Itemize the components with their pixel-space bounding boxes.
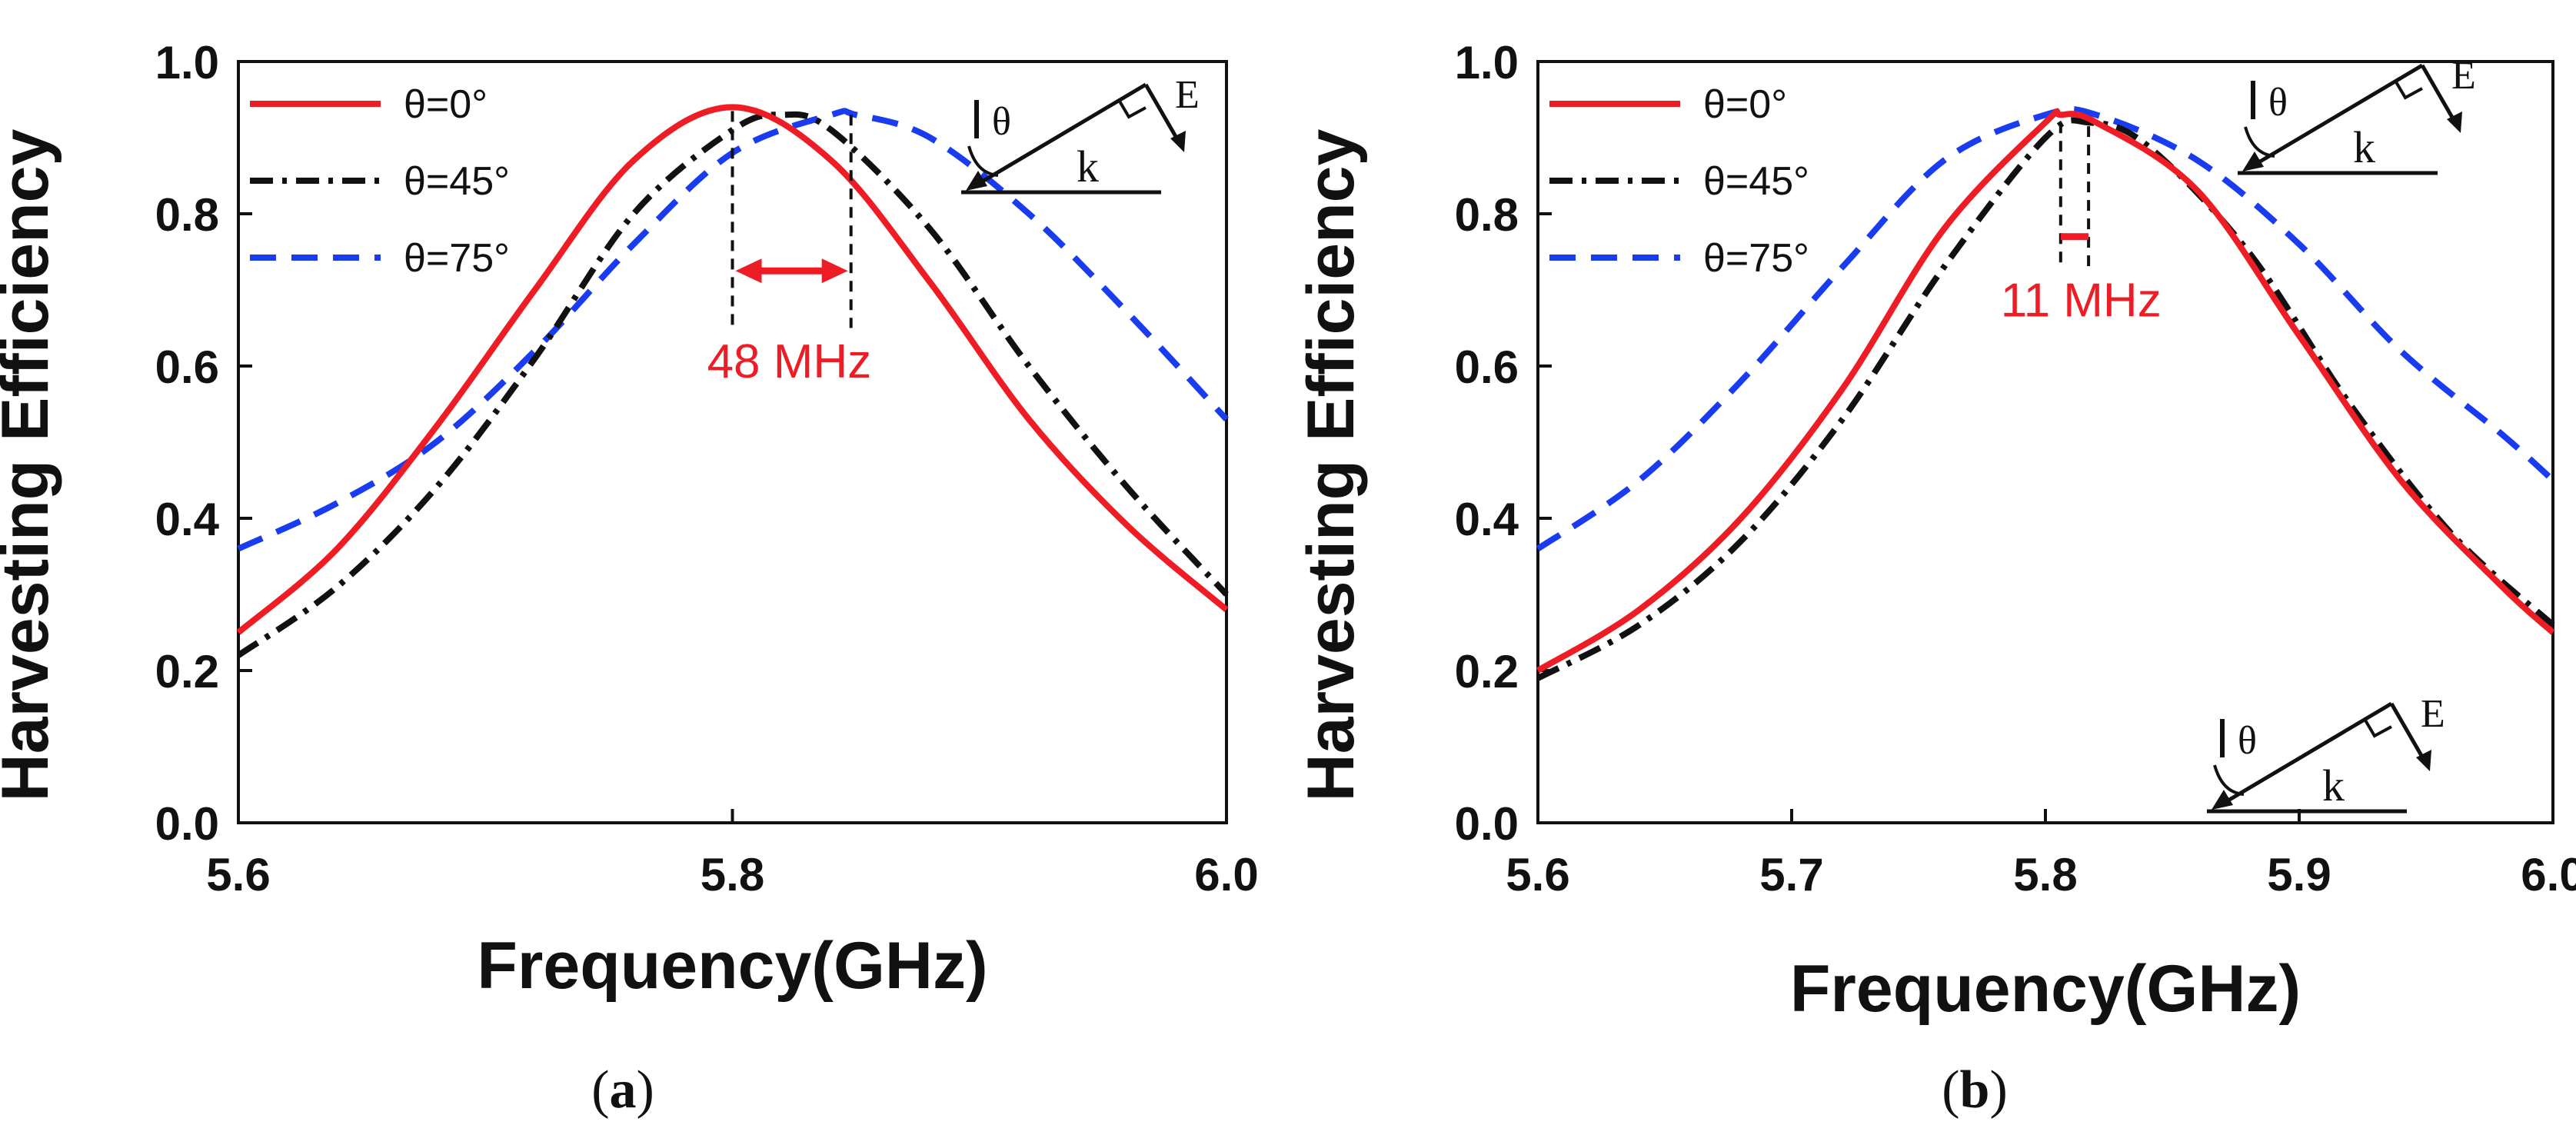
x-tick-label: 6.0 [2521,849,2576,900]
series-line [236,104,1229,635]
x-tick-label: 5.7 [1759,849,1823,900]
y-tick-label: 0.0 [155,798,219,850]
x-tick-label: 5.6 [1506,849,1569,900]
inset-e-vector [2420,64,2459,127]
chart-panel-b: 0.0 0.2 0.4 0.6 0.8 1.0 5.6 5.7 5.8 5.9 6.0 Harvest… [1294,37,2576,1026]
inset-e-label: E [2421,692,2445,736]
x-tick-label: 5.8 [701,849,764,900]
x-tick-label: 5.9 [2267,849,2331,900]
x-axis-title: Frequency(GHz) [1790,952,2301,1026]
inset-e-arrowhead [2416,750,2431,771]
series-line [237,108,1229,552]
y-tick-label: 0.8 [155,189,219,241]
inset-k-label: k [2322,761,2345,810]
legend: θ=0° θ=45° θ=75° [1549,82,1809,281]
y-tick-label: 0.8 [1455,189,1519,241]
inset-k-arrowhead [2212,790,2233,810]
x-tick-label: 5.8 [2013,849,2077,900]
y-tick-label: 0.2 [155,646,219,697]
y-tick-label: 0.4 [1455,494,1519,545]
inset-e-vector [2389,702,2428,765]
shift-label: 48 MHz [707,335,872,388]
inset-k-label: k [2353,122,2375,172]
inset-e-label: E [2451,54,2476,98]
incidence-inset-b: θ k E [2238,54,2476,175]
inset-k-arrowhead [966,171,987,191]
inset-angle-arc [967,145,999,177]
x-tick-label: 6.0 [1194,849,1258,900]
panel-caption-letter: a [610,1060,637,1120]
incidence-inset-b: θ k E [2207,692,2445,814]
legend-label: θ=75° [1703,236,1809,281]
x-axis-title: Frequency(GHz) [477,929,987,1003]
y-tick-label: 0.0 [1455,798,1519,850]
shift-arrow-left-head [735,258,762,284]
inset-e-arrowhead [2447,112,2462,133]
inset-e-arrowhead [1170,131,1186,152]
series-line [1536,108,2555,674]
shift-label: 11 MHz [2001,275,2162,328]
y-tick-label: 0.6 [1455,341,1519,393]
peak-shift-annotation: 11 MHz [2001,122,2162,328]
series-line [236,111,1229,658]
shift-arrow-right-head [821,258,848,284]
inset-theta-label: θ [2268,81,2288,125]
inset-theta-label: θ [2238,719,2257,763]
y-tick-label: 0.4 [155,494,220,545]
y-tick-label: 1.0 [155,37,219,88]
legend-label: θ=45° [1703,159,1809,204]
inset-angle-arc [2213,764,2245,796]
inset-right-angle [2394,79,2423,100]
panel-caption-a: (a) [591,1060,654,1120]
inset-e-label: E [1175,73,1200,117]
peak-shift-annotation: 48 MHz [707,111,872,388]
inset-right-angle [1117,98,1147,119]
legend-label: θ=75° [404,236,510,281]
series-line [1536,117,2555,681]
incidence-inset-a: θ k E [961,73,1200,195]
inset-k-vector [2216,701,2393,809]
inset-right-angle [2363,717,2392,738]
inset-k-vector [970,82,1147,190]
y-tick-label: 0.6 [155,341,219,393]
legend-label: θ=0° [404,82,488,127]
y-tick-label: 1.0 [1455,37,1519,88]
y-tick-label: 0.2 [1455,646,1519,697]
panel-caption-b: (b) [1942,1060,2008,1120]
inset-k-vector [2247,63,2424,171]
inset-k-arrowhead [2242,151,2264,171]
panel-caption-letter: b [1960,1060,1990,1120]
x-tick-label: 5.6 [206,849,270,900]
legend: θ=0° θ=45° θ=75° [250,82,510,281]
legend-label: θ=45° [404,159,510,204]
inset-k-label: k [1077,141,1099,191]
chart-panel-a: 0.0 0.2 0.4 0.6 0.8 1.0 5.6 5.8 6.0 Harvesting Ef… [0,37,1259,1003]
legend-label: θ=0° [1703,82,1787,127]
y-axis-title: Harvesting Efficiency [0,129,62,802]
inset-e-vector [1143,83,1183,146]
inset-theta-label: θ [992,100,1011,144]
inset-angle-arc [2244,126,2275,158]
y-axis-title: Harvesting Efficiency [1294,129,1368,802]
plot-frame [1536,60,2554,824]
